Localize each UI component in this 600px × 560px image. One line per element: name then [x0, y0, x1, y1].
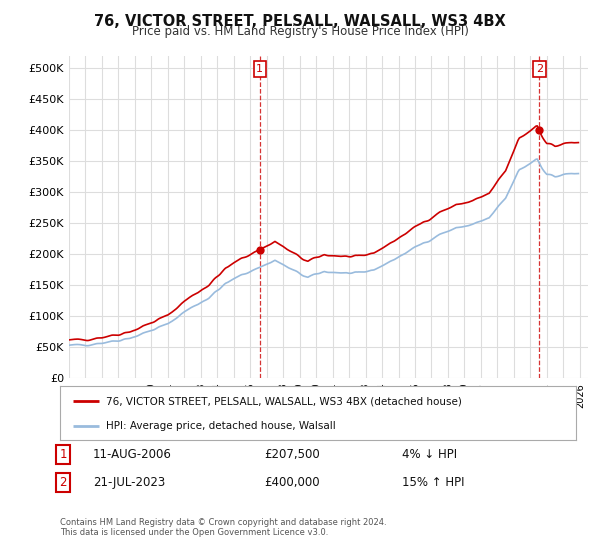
Text: HPI: Average price, detached house, Walsall: HPI: Average price, detached house, Wals… — [106, 421, 336, 431]
Text: £400,000: £400,000 — [264, 475, 320, 489]
Text: 1: 1 — [256, 64, 263, 74]
Text: 2: 2 — [536, 64, 543, 74]
Text: 76, VICTOR STREET, PELSALL, WALSALL, WS3 4BX: 76, VICTOR STREET, PELSALL, WALSALL, WS3… — [94, 14, 506, 29]
Text: 11-AUG-2006: 11-AUG-2006 — [93, 447, 172, 461]
Text: Contains HM Land Registry data © Crown copyright and database right 2024.
This d: Contains HM Land Registry data © Crown c… — [60, 518, 386, 538]
Text: 1: 1 — [59, 447, 67, 461]
Text: 15% ↑ HPI: 15% ↑ HPI — [402, 475, 464, 489]
Text: 21-JUL-2023: 21-JUL-2023 — [93, 475, 165, 489]
Text: Price paid vs. HM Land Registry's House Price Index (HPI): Price paid vs. HM Land Registry's House … — [131, 25, 469, 38]
Text: £207,500: £207,500 — [264, 447, 320, 461]
Text: 2: 2 — [59, 475, 67, 489]
Text: 4% ↓ HPI: 4% ↓ HPI — [402, 447, 457, 461]
Text: 76, VICTOR STREET, PELSALL, WALSALL, WS3 4BX (detached house): 76, VICTOR STREET, PELSALL, WALSALL, WS3… — [106, 396, 463, 407]
